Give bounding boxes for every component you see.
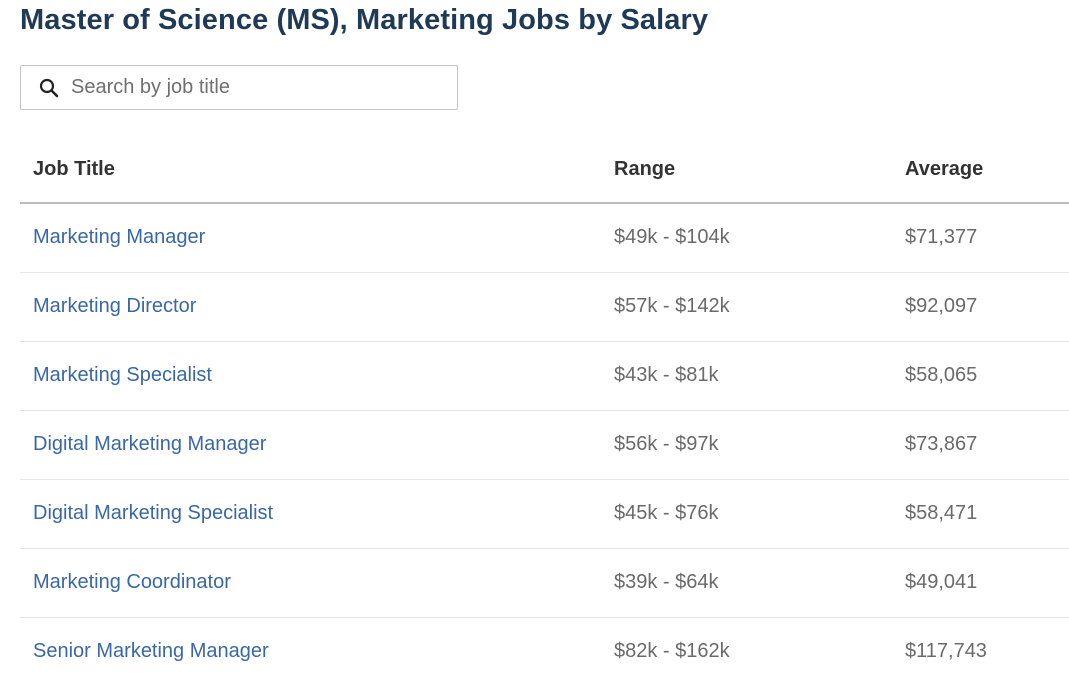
table-row: Senior Marketing Manager $82k - $162k $1… [20,618,1069,686]
salary-range: $82k - $162k [614,640,730,662]
table-row: Marketing Director $57k - $142k $92,097 [20,273,1069,342]
salary-average: $58,471 [905,502,978,524]
table-row: Digital Marketing Manager $56k - $97k $7… [20,411,1069,480]
job-title-link[interactable]: Digital Marketing Specialist [33,502,274,524]
salary-range: $39k - $64k [614,571,719,593]
job-title-link[interactable]: Marketing Coordinator [33,571,231,593]
salary-average: $58,065 [905,364,978,386]
search-input[interactable] [71,66,451,109]
table-row: Digital Marketing Specialist $45k - $76k… [20,480,1069,549]
job-title-link[interactable]: Marketing Specialist [33,364,212,386]
salary-range: $43k - $81k [614,364,719,386]
salary-range: $57k - $142k [614,295,730,317]
salary-average: $117,743 [905,640,987,662]
table-header: Job Title Range Average [20,134,1069,204]
salary-average: $92,097 [905,295,978,317]
job-title-link[interactable]: Marketing Manager [33,226,206,248]
salary-table: Job Title Range Average Marketing Manage… [20,134,1069,686]
job-title-link[interactable]: Marketing Director [33,295,197,317]
search-box[interactable] [20,65,458,110]
job-title-link[interactable]: Senior Marketing Manager [33,640,269,662]
table-row: Marketing Coordinator $39k - $64k $49,04… [20,549,1069,618]
column-header-average[interactable]: Average [905,158,984,180]
column-header-job-title[interactable]: Job Title [33,158,115,180]
salary-range: $49k - $104k [614,226,730,248]
table-row: Marketing Specialist $43k - $81k $58,065 [20,342,1069,411]
job-title-link[interactable]: Digital Marketing Manager [33,433,267,455]
page-title: Master of Science (MS), Marketing Jobs b… [20,4,709,36]
column-header-range[interactable]: Range [614,158,676,180]
search-icon [39,78,59,98]
salary-average: $49,041 [905,571,978,593]
salary-range: $45k - $76k [614,502,719,524]
salary-average: $71,377 [905,226,978,248]
salary-average: $73,867 [905,433,978,455]
salary-range: $56k - $97k [614,433,719,455]
table-row: Marketing Manager $49k - $104k $71,377 [20,204,1069,273]
